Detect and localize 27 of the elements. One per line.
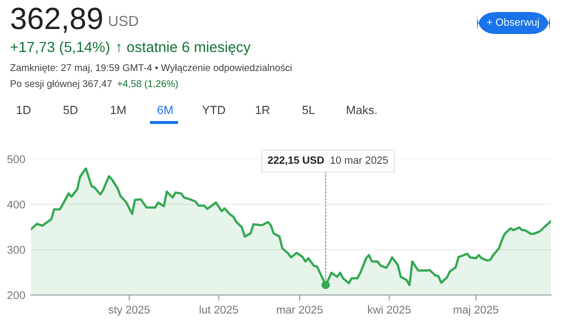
text: +4,58 (1,26%) (117, 80, 178, 90)
x-tick-label: mar 2025 (276, 306, 323, 314)
text: Po sesji głównej 367,47 (10, 80, 112, 90)
text: YTD (202, 106, 226, 114)
x-tick-label: maj 2025 (454, 305, 498, 316)
text: 5L (302, 106, 315, 114)
x-tick-label: kwi 2025 (368, 305, 411, 314)
y-tick-label: 400 (7, 200, 26, 208)
x-tick-label: sty 2025 (108, 306, 150, 316)
text: + Obserwuj (487, 18, 539, 28)
annotation: 222,15 USD (268, 156, 324, 166)
text: 6M (158, 106, 172, 114)
y-tick-label: 500 (7, 155, 26, 164)
text: 1M (110, 106, 126, 114)
y-tick-label: 300 (7, 246, 26, 254)
chart-title: 362,89 (11, 8, 102, 33)
text: Maks. (346, 106, 376, 114)
annotation: 10 mar 2025 (330, 156, 388, 164)
text: 1D (16, 106, 31, 114)
y-tick-label: 200 (7, 291, 26, 300)
text: Zamknięte: 27 maj, 19:59 GMT-4 • Wyłączenie odpowiedzialności (10, 64, 292, 74)
x-tick-label: lut 2025 (200, 305, 238, 314)
text: 1R (256, 106, 270, 114)
text: ↑ ostatnie 6 miesięcy (117, 41, 251, 56)
text: 5D (63, 106, 78, 114)
text: +17,73 (5,14%) (10, 41, 110, 56)
text: USD (109, 16, 138, 26)
